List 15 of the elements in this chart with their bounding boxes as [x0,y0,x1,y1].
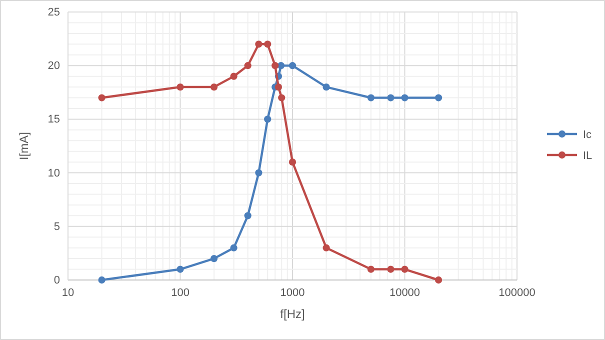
y-axis-title: I[mA] [17,132,31,160]
x-tick-label: 100 [171,286,190,299]
legend-label: IL [583,150,592,162]
y-tick-label: 20 [48,60,60,72]
x-tick-label: 10 [62,286,74,299]
x-tick-label: 10000 [389,286,420,299]
x-axis-title: f[Hz] [280,307,305,321]
y-tick-label: 10 [48,167,60,180]
y-tick-label: 15 [48,114,60,126]
y-tick-label: 0 [54,274,60,287]
y-tick-label: 5 [54,220,60,233]
x-tick-label: 1000 [280,286,305,299]
y-tick-label: 25 [48,6,60,19]
x-tick-label: 100000 [498,286,536,299]
legend-label: Ic [583,129,592,141]
